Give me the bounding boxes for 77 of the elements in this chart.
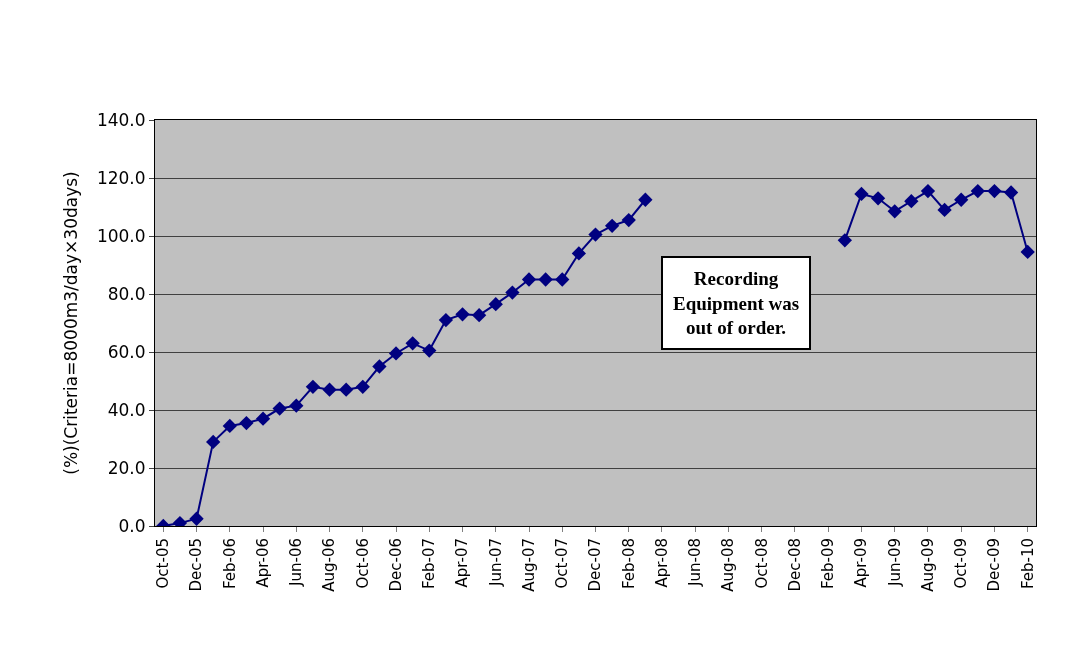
y-tick-label: 80.0 <box>107 283 146 304</box>
point <box>837 233 852 248</box>
x-tick-label: Dec-05 <box>187 538 206 592</box>
y-tick-label: 60.0 <box>107 341 146 362</box>
point <box>471 308 487 323</box>
x-tick-label: Feb-10 <box>1018 538 1037 590</box>
point <box>638 192 653 207</box>
point <box>870 191 886 206</box>
x-tick-label: Apr-08 <box>652 538 671 588</box>
point <box>521 272 537 287</box>
x-tick-label: Jun-06 <box>287 538 306 587</box>
point <box>555 272 570 287</box>
point <box>372 359 387 374</box>
point <box>438 312 454 328</box>
point <box>422 343 437 358</box>
point <box>588 227 603 242</box>
x-tick-label: Feb-08 <box>619 538 638 590</box>
point <box>339 382 354 397</box>
y-tick-label: 100.0 <box>96 225 146 246</box>
x-tick-label: Jun-09 <box>885 538 904 587</box>
point <box>887 204 902 219</box>
x-tick-label: Oct-07 <box>553 538 572 589</box>
x-tick-label: Jun-08 <box>686 538 705 587</box>
x-tick-label: Oct-08 <box>752 538 771 589</box>
x-tick-label: Aug-06 <box>320 538 339 592</box>
point <box>604 218 620 233</box>
point <box>970 183 985 199</box>
x-tick-label: Dec-09 <box>985 538 1004 592</box>
x-tick-label: Aug-09 <box>918 538 937 592</box>
y-axis-title: (%)(Criteria=8000m3/day×30days) <box>61 171 82 475</box>
point <box>488 297 503 312</box>
point <box>538 272 553 287</box>
point <box>621 212 636 228</box>
point <box>987 183 1002 199</box>
y-tick-label: 40.0 <box>107 399 146 420</box>
point <box>1020 244 1035 260</box>
point <box>455 307 470 322</box>
point <box>272 401 287 416</box>
point <box>255 411 271 426</box>
x-tick-label: Feb-06 <box>220 538 239 590</box>
point <box>289 398 304 413</box>
annotation: Recording Equipment was out of order. <box>673 268 800 339</box>
point <box>355 379 370 394</box>
point <box>854 186 869 202</box>
x-tick-label: Aug-07 <box>519 538 538 592</box>
x-tick-label: Oct-05 <box>154 538 173 589</box>
point <box>239 415 254 431</box>
x-tick-label: Feb-07 <box>420 538 439 590</box>
y-tick-label: 120.0 <box>96 167 146 188</box>
x-tick-label: Oct-06 <box>353 538 372 589</box>
point <box>189 511 204 526</box>
point <box>904 194 919 209</box>
x-tick-label: Apr-07 <box>453 538 472 588</box>
x-tick-label: Oct-09 <box>952 538 971 589</box>
point <box>571 246 587 261</box>
x-tick-label: Dec-07 <box>586 538 605 592</box>
point <box>920 183 936 199</box>
point <box>405 336 420 351</box>
point <box>322 382 337 397</box>
x-tick-label: Aug-08 <box>719 538 738 592</box>
point <box>388 346 404 361</box>
x-tick-label: Feb-09 <box>819 538 838 590</box>
point <box>305 379 321 394</box>
x-tick-label: Apr-09 <box>852 538 871 588</box>
point <box>206 434 221 450</box>
point <box>937 202 952 218</box>
point <box>222 418 237 434</box>
x-tick-label: Apr-06 <box>253 538 272 588</box>
x-tick-label: Dec-08 <box>785 538 804 592</box>
point <box>954 192 969 207</box>
point <box>1003 185 1019 200</box>
x-tick-label: Dec-06 <box>386 538 405 592</box>
y-tick-label: 20.0 <box>107 457 146 478</box>
y-tick-label: 0.0 <box>118 515 146 536</box>
x-tick-label: Jun-07 <box>486 538 505 587</box>
y-tick-label: 140.0 <box>96 109 146 130</box>
point <box>505 285 520 300</box>
